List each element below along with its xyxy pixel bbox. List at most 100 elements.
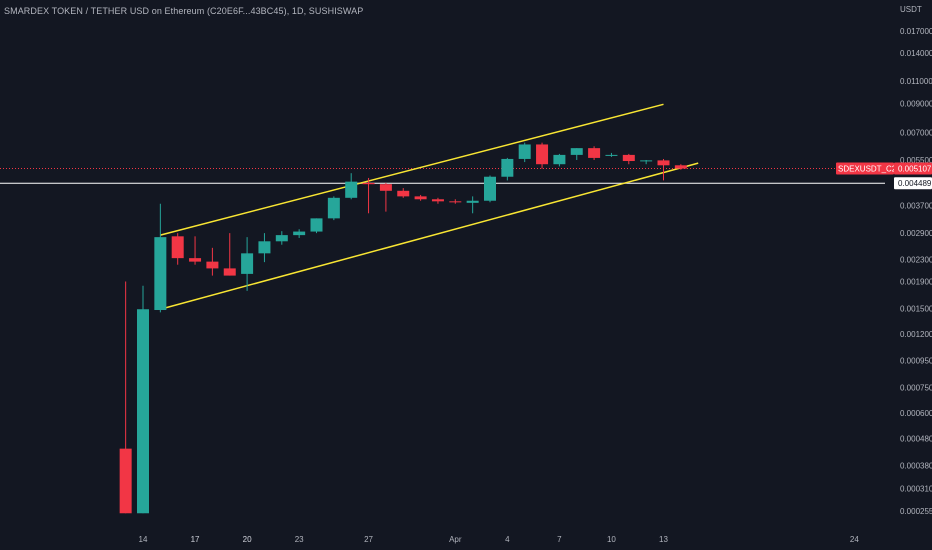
candle (223, 233, 236, 276)
y-axis-unit: USDT (900, 5, 922, 14)
candle-body (362, 182, 375, 185)
candle-body (223, 268, 236, 276)
x-tick-label: Apr (449, 535, 462, 544)
candle (536, 142, 549, 169)
candle (553, 153, 566, 167)
y-tick-label: 0.003700 (900, 201, 932, 210)
x-tick-label: 20 (243, 535, 252, 544)
candle-body (379, 184, 392, 191)
candle (414, 194, 427, 201)
x-tick-label: 17 (191, 535, 200, 544)
candle-body (310, 218, 323, 232)
candle (189, 236, 202, 265)
candle (379, 182, 392, 212)
candles-layer (119, 142, 687, 514)
channel-upper-trendline (160, 103, 664, 236)
y-tick-label: 0.014000 (900, 49, 932, 58)
candle (640, 159, 653, 165)
candle-body (536, 144, 549, 165)
y-tick-label: 0.000480 (900, 435, 932, 444)
x-tick-label: 27 (364, 535, 373, 544)
x-tick-label: 14 (139, 535, 148, 544)
y-tick-label: 0.000950 (900, 357, 932, 366)
y-tick-label: 0.000380 (900, 461, 932, 470)
candle-body (657, 160, 670, 166)
symbol-tag: SDEXUSDT_C20E6F (838, 164, 915, 173)
candle (327, 196, 340, 221)
candle-body (640, 160, 653, 162)
x-tick-label: 13 (659, 535, 668, 544)
candle (171, 233, 184, 265)
candle-body (674, 165, 687, 169)
x-tick-label: 17 (191, 535, 200, 544)
candle-body (241, 253, 254, 274)
candle (397, 188, 410, 198)
candle (449, 199, 462, 204)
last-price-tag: 0.005107 (898, 164, 932, 173)
candle-body (553, 154, 566, 165)
candle (206, 247, 219, 276)
candle (345, 173, 358, 200)
y-tick-label: 0.001500 (900, 304, 932, 313)
candle (275, 231, 288, 245)
horizontal-line-tag-box (894, 177, 932, 190)
y-tick-label: 0.017000 (900, 27, 932, 36)
x-tick-label: 23 (295, 535, 304, 544)
channel-lower-trendline (160, 162, 699, 310)
candle-body (345, 181, 358, 198)
y-tick-label: 0.005500 (900, 156, 932, 165)
candle-body (258, 241, 271, 254)
candle (431, 197, 444, 204)
horizontal-line-tag: 0.004489 (898, 179, 932, 188)
candle-body (518, 144, 531, 159)
x-tick-label: 20 (243, 535, 252, 544)
candle-body (397, 190, 410, 197)
last-price-tag-box (894, 162, 932, 175)
candle-body (137, 309, 149, 514)
y-tick-label: 0.000310 (900, 485, 932, 494)
x-tick-label: 7 (557, 535, 562, 544)
candle (501, 157, 514, 181)
drawing-layer (0, 103, 885, 310)
candle (518, 142, 531, 163)
candle (362, 177, 375, 214)
candle-body (189, 258, 202, 262)
candle-body (275, 235, 288, 242)
candle-body (206, 261, 219, 269)
y-tick-label: 0.007000 (900, 128, 932, 137)
y-tick-label: 0.001200 (900, 330, 932, 339)
candle-body (414, 196, 427, 200)
candle (570, 148, 583, 160)
candle (622, 153, 635, 165)
candle-body (588, 148, 601, 158)
candle (293, 229, 306, 238)
candle (241, 237, 254, 291)
y-tick-label: 0.009000 (900, 100, 932, 109)
candle-body (622, 154, 635, 162)
candle (154, 203, 167, 313)
chart-title: SMARDEX TOKEN / TETHER USD on Ethereum (… (4, 6, 364, 16)
x-tick-label: 4 (505, 535, 510, 544)
y-tick-label: 0.000255 (900, 507, 932, 516)
candle-body (119, 448, 132, 514)
candle-body (484, 176, 496, 201)
candle-body (501, 158, 514, 177)
candle (484, 175, 496, 203)
candle-body (171, 236, 184, 259)
candle (137, 285, 149, 514)
axis-layer: USDT 0.017000 0.014000 0.011000 0.009000 0.0… (139, 5, 932, 544)
candle (258, 233, 271, 263)
candle (657, 158, 670, 181)
candle (310, 218, 323, 234)
candle-body (466, 200, 479, 203)
candle-body (431, 199, 444, 202)
candle-body (327, 197, 340, 219)
candle-body (293, 231, 306, 236)
y-tick-label: 0.002900 (900, 229, 932, 238)
candle-body (570, 148, 583, 155)
x-tick-label: 10 (607, 535, 616, 544)
candle (466, 196, 479, 214)
y-tick-label: 0.000750 (900, 384, 932, 393)
candle (119, 281, 132, 514)
